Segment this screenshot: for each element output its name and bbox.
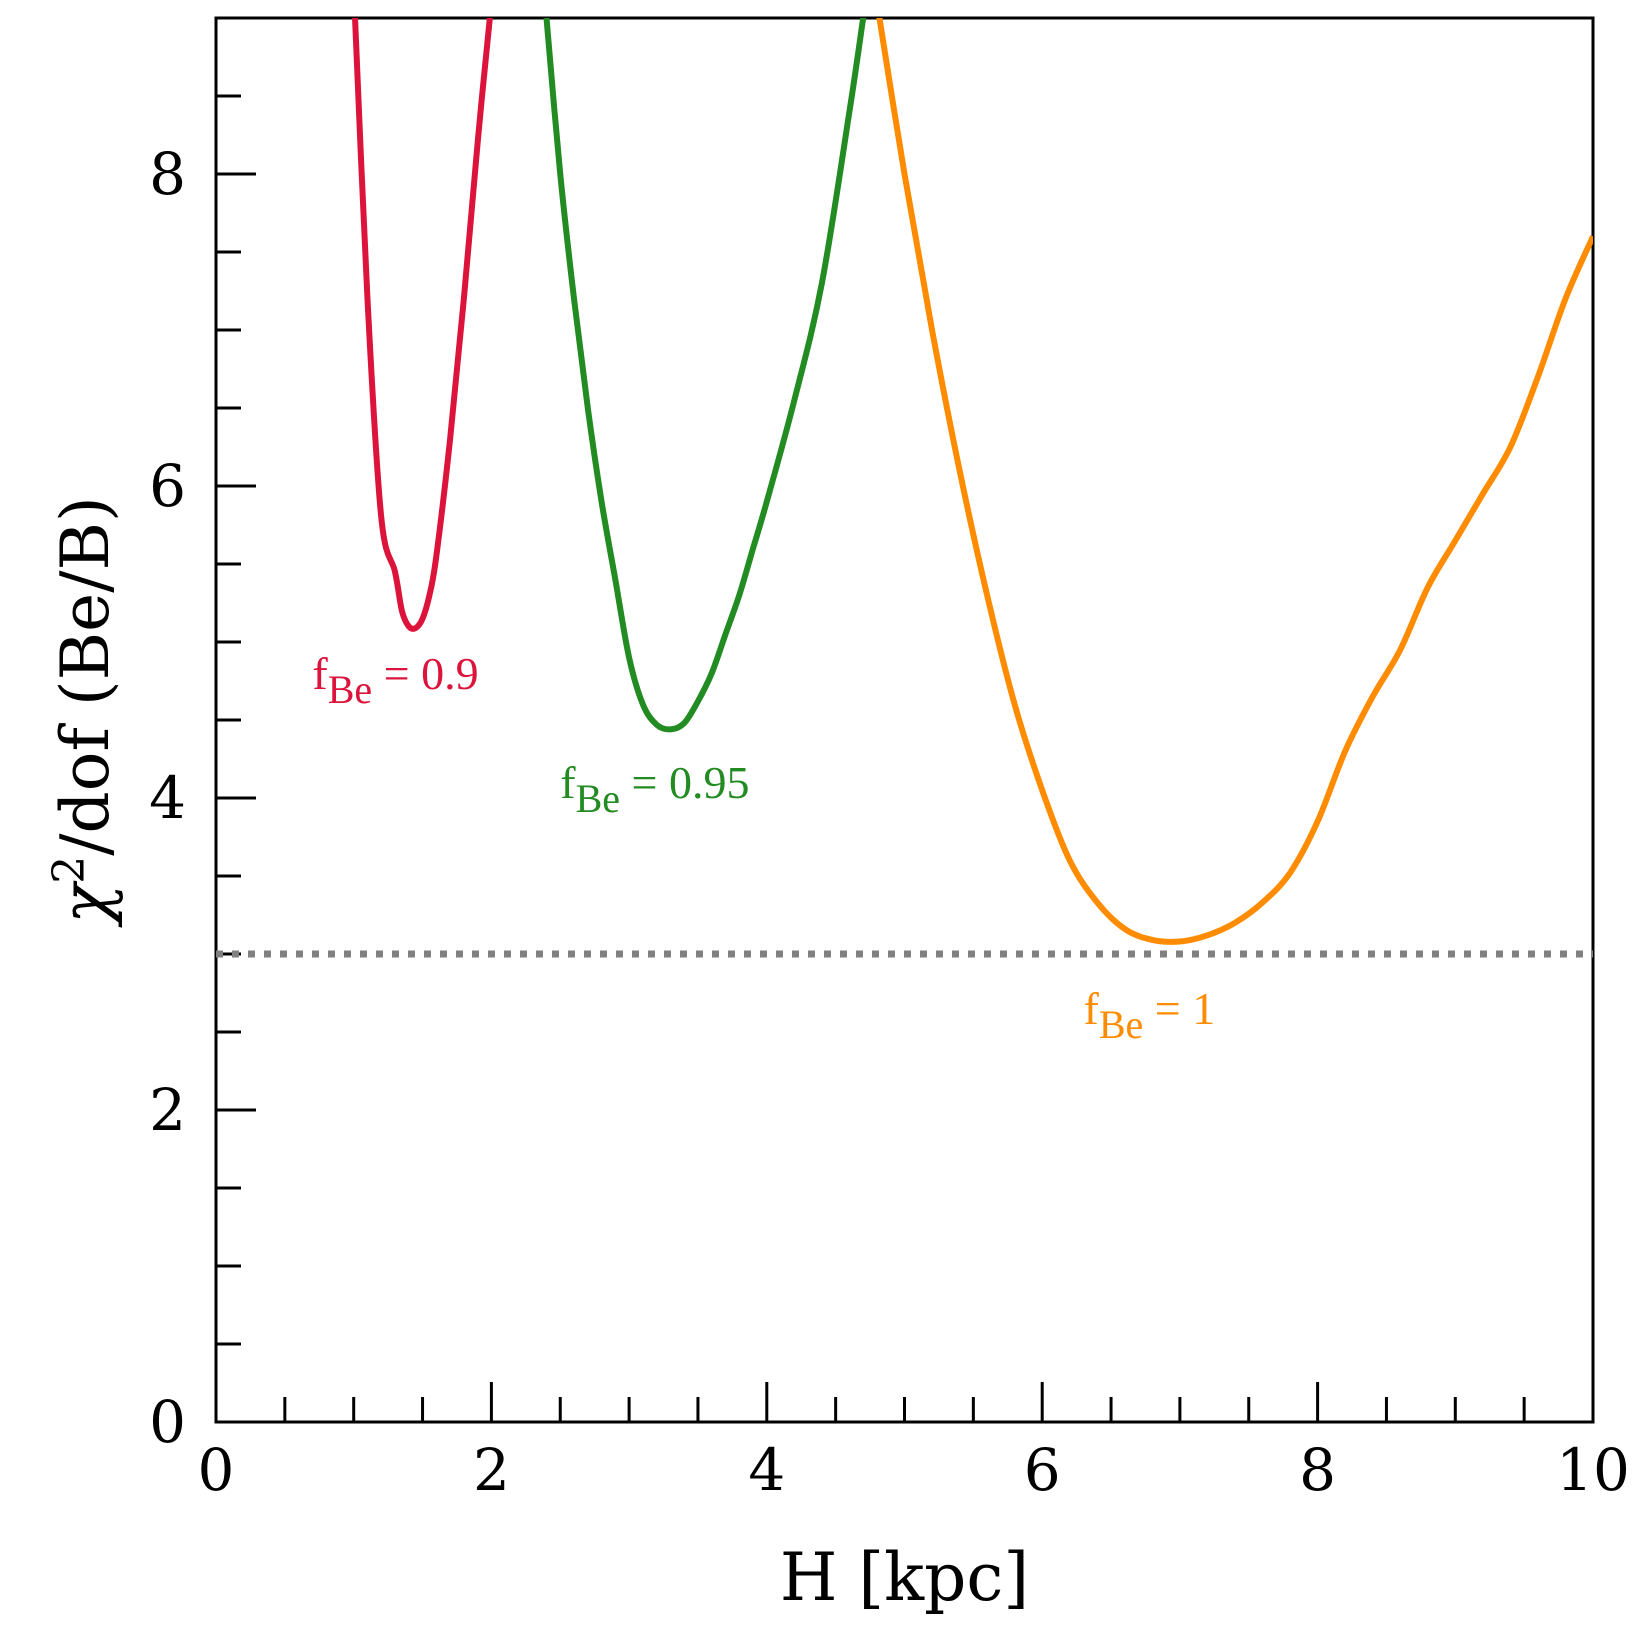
axis-tick-labels: 0 2 4 6 8 10 0 2 4 6 8 [149,140,1630,1504]
series-line-1 [352,18,493,632]
y-tick-label: 6 [149,452,186,520]
x-tick-label: 10 [1556,1436,1630,1504]
series-label-2: fBe = 0.95 [560,757,749,821]
x-axis-label: H [kpc] [780,1539,1029,1616]
series-label-1: fBe = 0.9 [312,648,478,712]
series-label-3: fBe = 1 [1084,983,1216,1047]
y-tick-label: 0 [149,1388,186,1456]
x-tick-label: 8 [1299,1436,1336,1504]
y-tick-label: 2 [149,1076,186,1144]
y-axis-label-rest: /dof (Be/B) [47,496,124,855]
x-tick-label: 4 [748,1436,785,1504]
series-layer [352,18,1593,945]
x-tick-label: 6 [1024,1436,1061,1504]
plot-frame [214,16,1595,1424]
y-tick-label: 8 [149,140,186,208]
plot-area: 0 2 4 6 8 10 0 2 4 6 8 fBe = 0.9 fBe = 0.95 fBe = 1 [149,16,1630,1504]
series-line-3 [876,18,1593,945]
x-tick-label: 0 [198,1436,235,1504]
y-tick-label: 4 [149,764,186,832]
y-axis-label: χ2/dof (Be/B) [44,496,124,927]
series-labels: fBe = 0.9 fBe = 0.95 fBe = 1 [312,648,1215,1047]
axis-ticks [216,94,1526,1422]
y-axis-label-superscript: 2 [44,856,95,884]
x-tick-label: 2 [473,1436,510,1504]
series-line-2 [543,18,867,733]
y-axis-label-symbol: χ [47,880,124,928]
